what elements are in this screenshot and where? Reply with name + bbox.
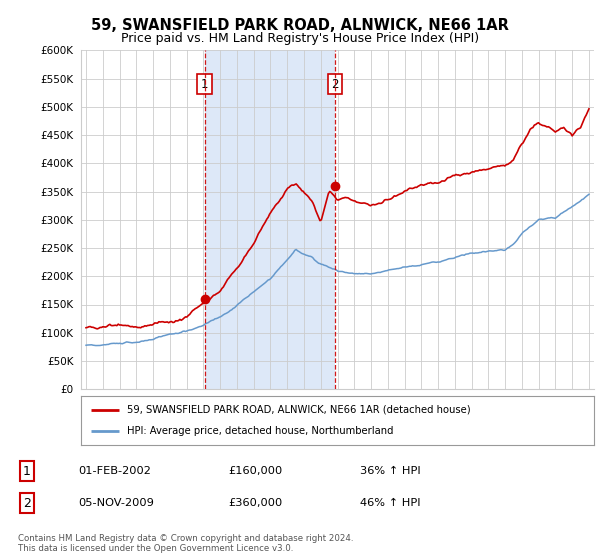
- Text: 2: 2: [23, 497, 31, 510]
- Text: 59, SWANSFIELD PARK ROAD, ALNWICK, NE66 1AR: 59, SWANSFIELD PARK ROAD, ALNWICK, NE66 …: [91, 18, 509, 33]
- Text: 05-NOV-2009: 05-NOV-2009: [78, 498, 154, 508]
- Text: 1: 1: [201, 78, 208, 91]
- Text: 01-FEB-2002: 01-FEB-2002: [78, 466, 151, 477]
- Text: HPI: Average price, detached house, Northumberland: HPI: Average price, detached house, Nort…: [127, 426, 394, 436]
- Text: 46% ↑ HPI: 46% ↑ HPI: [360, 498, 421, 508]
- Text: £160,000: £160,000: [228, 466, 282, 477]
- Text: 59, SWANSFIELD PARK ROAD, ALNWICK, NE66 1AR (detached house): 59, SWANSFIELD PARK ROAD, ALNWICK, NE66 …: [127, 405, 471, 415]
- Text: £360,000: £360,000: [228, 498, 282, 508]
- Text: Price paid vs. HM Land Registry's House Price Index (HPI): Price paid vs. HM Land Registry's House …: [121, 32, 479, 45]
- Text: 1: 1: [23, 465, 31, 478]
- Text: Contains HM Land Registry data © Crown copyright and database right 2024.
This d: Contains HM Land Registry data © Crown c…: [18, 534, 353, 553]
- Text: 36% ↑ HPI: 36% ↑ HPI: [360, 466, 421, 477]
- Bar: [205, 50, 335, 389]
- Text: 2: 2: [331, 78, 338, 91]
